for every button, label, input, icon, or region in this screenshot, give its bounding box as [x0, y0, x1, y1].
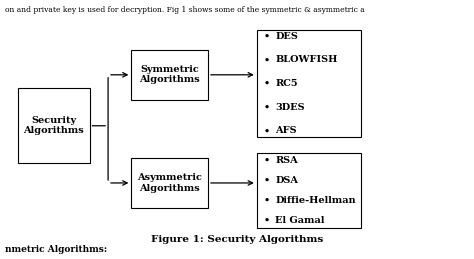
FancyBboxPatch shape [257, 30, 361, 137]
Text: BLOWFISH: BLOWFISH [275, 55, 337, 64]
Text: AFS: AFS [275, 126, 297, 135]
Text: DES: DES [275, 32, 298, 41]
Text: •: • [264, 126, 270, 135]
Text: •: • [264, 103, 270, 112]
Text: Diffie-Hellman: Diffie-Hellman [275, 196, 356, 205]
FancyBboxPatch shape [131, 50, 208, 100]
Text: RSA: RSA [275, 156, 298, 165]
FancyBboxPatch shape [18, 89, 90, 163]
Text: •: • [264, 55, 270, 64]
Text: 3DES: 3DES [275, 103, 305, 112]
Text: •: • [264, 79, 270, 88]
Text: Security
Algorithms: Security Algorithms [23, 116, 84, 135]
Text: Figure 1: Security Algorithms: Figure 1: Security Algorithms [151, 235, 323, 244]
Text: nmetric Algorithms:: nmetric Algorithms: [5, 245, 107, 254]
Text: •: • [264, 156, 270, 165]
Text: •: • [264, 216, 270, 225]
Text: •: • [264, 32, 270, 41]
FancyBboxPatch shape [131, 158, 208, 208]
Text: RC5: RC5 [275, 79, 298, 88]
Text: •: • [264, 196, 270, 205]
Text: El Gamal: El Gamal [275, 216, 325, 225]
Text: Asymmetric
Algorithms: Asymmetric Algorithms [137, 173, 202, 193]
Text: on and private key is used for decryption. Fig 1 shows some of the symmetric & a: on and private key is used for decryptio… [5, 6, 365, 15]
Text: •: • [264, 176, 270, 185]
FancyBboxPatch shape [257, 153, 361, 228]
Text: Symmetric
Algorithms: Symmetric Algorithms [139, 65, 200, 84]
Text: DSA: DSA [275, 176, 298, 185]
